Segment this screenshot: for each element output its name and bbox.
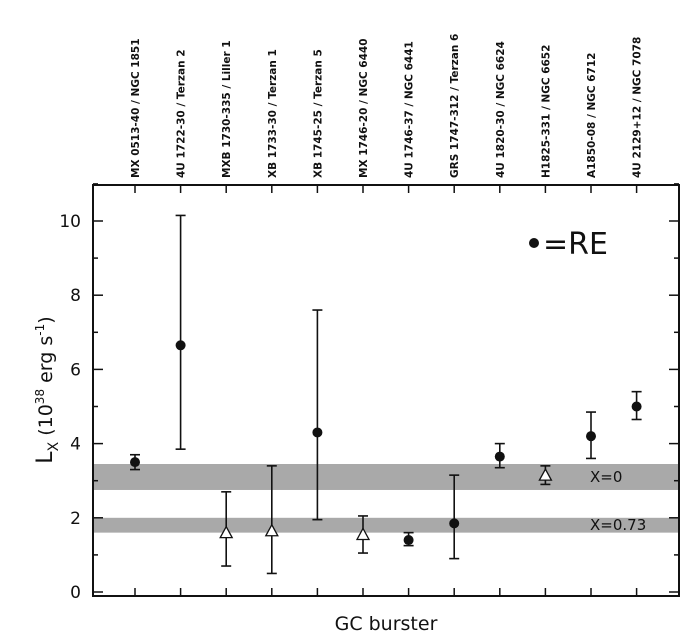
legend-marker [529,238,539,248]
data-point-1-1 [264,465,279,575]
y-label-main: L [33,451,58,464]
category-label-5: MX 1746-20 / NGC 6440 [358,38,370,178]
category-label-3: XB 1733-30 / Terzan 1 [267,49,279,178]
marker-triangle [264,523,279,537]
category-label-4: XB 1745-25 / Terzan 5 [312,49,324,178]
category-label-6: 4U 1746-37 / NGC 6441 [404,41,416,178]
y-axis-label: LX (1038 erg s-1) [33,316,62,463]
marker-circle [175,340,186,351]
y-tick-label-1: 2 [70,509,81,529]
data-point-0-4 [449,474,460,560]
marker-circle [130,457,140,468]
bands-group: X=0 X=0.73 [94,464,678,534]
y-label-mid: erg s [35,336,57,389]
y-tick-label-2: 4 [70,435,81,455]
legend: =RE [529,227,608,262]
marker-triangle [219,525,234,539]
y-tick-label-5: 10 [59,212,81,232]
y-label-exp2: -1 [33,324,47,336]
y-tick-label-4: 8 [70,286,81,306]
marker-circle [586,431,596,442]
category-label-9: H1825-331 / NGC 6652 [540,45,552,178]
band-label-1: X=0.73 [590,516,646,534]
y-tick-label-0: 0 [70,583,81,603]
data-point-0-3 [403,531,414,547]
data-point-0-7 [631,390,642,421]
data-point-0-1 [175,214,186,450]
category-label-2: MXB 1730-335 / Liller 1 [221,40,233,178]
data-point-1-3 [538,465,553,486]
marker-triangle [538,467,553,481]
y-label-close: ) [35,316,57,323]
data-point-1-2 [355,515,371,554]
legend-label: =RE [543,227,608,262]
band-0 [94,464,678,490]
marker-circle [403,535,414,546]
y-label-open: (10 [35,404,57,442]
marker-circle [494,451,505,462]
marker-circle [449,518,460,529]
data-point-0-0 [130,453,140,471]
data-marks [130,214,642,575]
category-label-1: 4U 1722-30 / Terzan 2 [176,49,188,178]
y-axis: 0 2 4 6 8 10 [59,183,679,603]
marker-circle [312,427,323,438]
category-label-11: 4U 2129+12 / NGC 7078 [632,37,644,178]
category-label-0: MX 0513-40 / NGC 1851 [130,38,142,178]
category-label-7: GRS 1747-312 / Terzan 6 [449,34,461,178]
y-label-exp: 38 [33,389,47,404]
category-labels: MX 0513-40 / NGC 1851 4U 1722-30 / Terzan… [130,34,644,178]
band-1 [94,517,678,533]
data-point-0-5 [494,442,505,469]
band-label-0: X=0 [590,468,622,486]
x-axis-ticks [134,185,638,596]
plot-frame [92,184,680,597]
category-label-10: A1850-08 / NGC 6712 [586,53,598,178]
marker-triangle [355,527,371,541]
data-point-0-2 [312,309,323,521]
marker-circle [631,401,642,412]
y-tick-label-3: 6 [70,360,81,380]
category-label-8: 4U 1820-30 / NGC 6624 [495,41,507,178]
y-label-sub: X [46,441,62,451]
data-point-0-6 [586,411,596,460]
x-axis-label: GC burster [335,613,438,635]
data-point-1-0 [219,491,234,567]
